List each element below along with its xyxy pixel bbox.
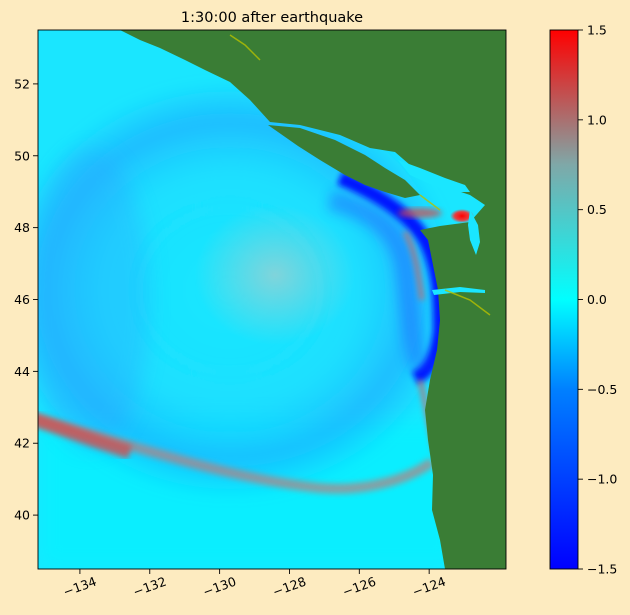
land-mass <box>120 30 506 569</box>
x-tick-label: −130 <box>201 574 238 600</box>
map-panel <box>38 30 506 569</box>
y-tick-label: 50 <box>14 148 30 163</box>
positive-front-west <box>38 413 133 459</box>
x-tick-label: −124 <box>410 574 447 600</box>
colorbar-tick-label: −1.5 <box>587 562 617 577</box>
y-tick-label: 44 <box>14 364 30 379</box>
vancouver-island <box>268 125 420 198</box>
x-axis: −134 −132 −130 −128 −126 −124 <box>61 569 448 599</box>
negative-west-band <box>38 150 150 450</box>
y-tick-label: 48 <box>14 220 30 235</box>
y-axis: 40 42 44 46 48 50 52 <box>14 76 38 523</box>
x-tick-label: −132 <box>131 574 168 600</box>
colorbar <box>549 29 579 570</box>
x-tick-label: −126 <box>340 574 377 600</box>
x-tick-label: −128 <box>271 574 308 600</box>
shoreline-detail <box>229 34 491 316</box>
coastal-trough-inner <box>327 190 430 372</box>
colorbar-tick-label: 0.0 <box>587 292 607 307</box>
y-tick-label: 46 <box>14 292 30 307</box>
colorbar-axis: −1.5 −1.0 −0.5 0.0 0.5 1.0 1.5 <box>578 23 617 577</box>
strait-positive <box>398 208 442 218</box>
colorbar-tick-label: 1.5 <box>587 23 607 38</box>
columbia-river <box>432 287 485 295</box>
y-tick-label: 42 <box>14 436 30 451</box>
colorbar-tick-label: 0.5 <box>587 202 607 217</box>
inland-water <box>398 160 470 192</box>
colorbar-tick-label: −1.0 <box>587 472 617 487</box>
y-tick-label: 52 <box>14 76 30 91</box>
y-tick-label: 40 <box>14 508 30 523</box>
colorbar-tick-label: −0.5 <box>587 382 617 397</box>
chart-title: 1:30:00 after earthquake <box>181 10 363 26</box>
strait-peak <box>450 209 474 223</box>
x-tick-label: −134 <box>61 574 98 600</box>
positive-center <box>195 205 355 345</box>
puget-sound <box>468 210 480 255</box>
colorbar-tick-label: 1.0 <box>587 112 607 127</box>
